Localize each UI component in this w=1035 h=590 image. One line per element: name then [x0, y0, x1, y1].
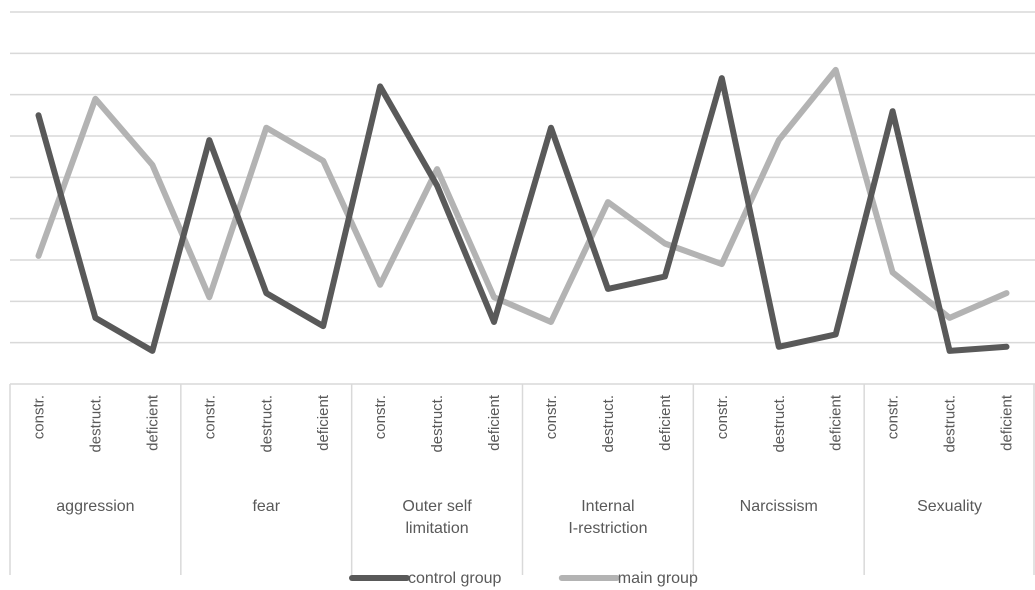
group-label: Sexuality: [917, 498, 982, 515]
legend-label: main group: [618, 570, 698, 587]
tick-label: constr.: [543, 395, 560, 439]
legend: control group main group: [349, 570, 698, 587]
series-line-main-group: [35, 66, 1010, 325]
tick-label: constr.: [885, 395, 902, 439]
tick-label: constr.: [201, 395, 218, 439]
group-label: Narcissism: [740, 498, 818, 515]
legend-label: control group: [408, 570, 501, 587]
group-label: fear: [252, 498, 280, 515]
tick-label: deficient: [486, 394, 503, 451]
tick-label: deficient: [657, 394, 674, 451]
category-axis: constr. destruct. deficient aggression const…: [9, 384, 1035, 575]
tick-label: destruct.: [87, 395, 104, 453]
tick-label: destruct.: [771, 395, 788, 453]
tick-label: deficient: [999, 394, 1016, 451]
tick-label: deficient: [315, 394, 332, 451]
tick-label: destruct.: [600, 395, 617, 453]
group-label: Outer self limitation: [402, 498, 472, 537]
series-line-control-group: [35, 75, 1010, 354]
tick-label: destruct.: [942, 395, 959, 453]
tick-label: constr.: [714, 395, 731, 439]
group-label: Internal I-restriction: [568, 498, 647, 537]
plot-area: [35, 66, 1010, 354]
tick-label: constr.: [30, 395, 47, 439]
tick-label: destruct.: [258, 395, 275, 453]
group-label: aggression: [56, 498, 134, 515]
tick-label: deficient: [144, 394, 161, 451]
tick-label: destruct.: [429, 395, 446, 453]
tick-label: deficient: [828, 394, 845, 451]
tick-label: constr.: [372, 395, 389, 439]
